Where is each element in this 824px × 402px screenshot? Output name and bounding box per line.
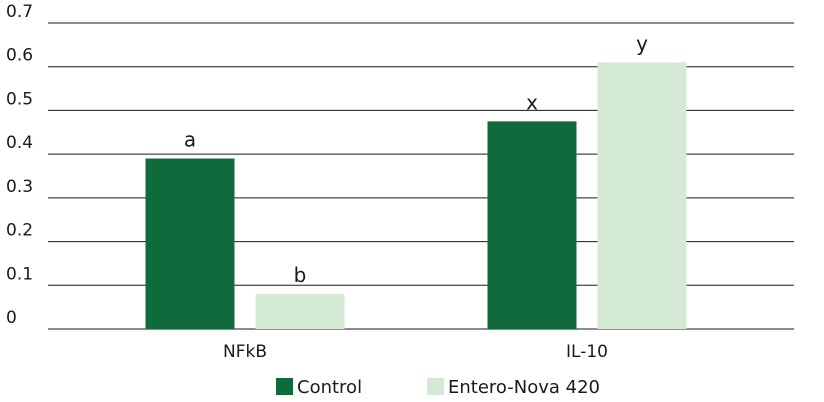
legend-swatch [276, 378, 293, 395]
bar-entero-nova-420-nfkb [255, 294, 345, 329]
bars [145, 62, 687, 329]
legend-label: Entero-Nova 420 [448, 377, 600, 398]
legend: Control Entero-Nova 420 [276, 377, 600, 398]
y-tick-label: 0.5 [6, 89, 33, 109]
bar-data-label: x [526, 90, 538, 114]
data-labels: a b x y [184, 31, 648, 287]
x-axis-category-labels: NFkB IL-10 [223, 342, 608, 362]
x-category-label: NFkB [223, 342, 267, 362]
y-tick-label: 0.6 [6, 46, 33, 66]
y-tick-label: 0.7 [6, 2, 33, 22]
legend-label: Control [297, 377, 362, 398]
y-tick-label: 0.1 [6, 264, 33, 284]
bar-data-label: a [184, 128, 196, 152]
y-tick-label: 0.2 [6, 221, 33, 241]
legend-swatch [427, 378, 444, 395]
y-axis-tick-labels: 0 0.1 0.2 0.3 0.4 0.5 0.6 0.7 [6, 2, 33, 328]
bar-entero-nova-420-il-10 [597, 62, 687, 329]
bar-data-label: y [636, 31, 648, 55]
x-category-label: IL-10 [566, 342, 608, 362]
bar-data-label: b [294, 263, 307, 287]
y-tick-label: 0.4 [6, 133, 33, 153]
y-tick-label: 0.3 [6, 177, 33, 197]
bar-control-il-10 [487, 121, 577, 329]
bar-control-nfkb [145, 158, 235, 329]
y-tick-label: 0 [6, 308, 17, 328]
